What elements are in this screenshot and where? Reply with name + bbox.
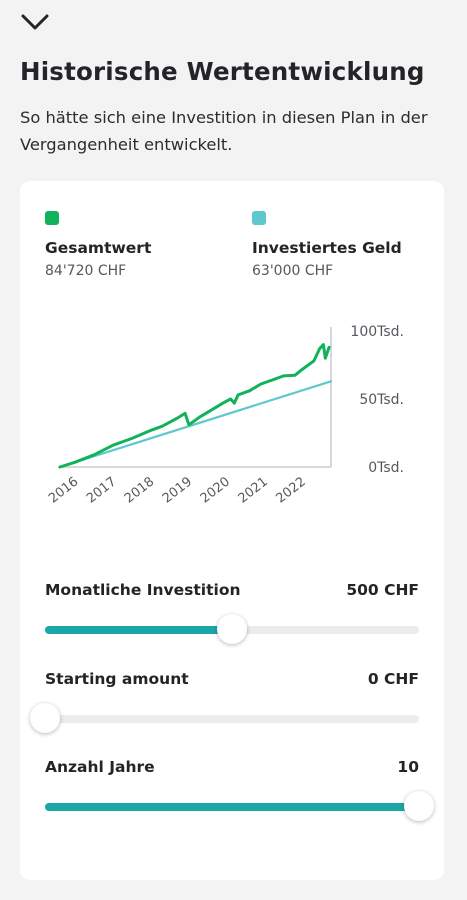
legend-swatch-invested bbox=[252, 211, 266, 225]
legend-label-invested: Investiertes Geld bbox=[252, 239, 402, 257]
performance-card: Gesamtwert 84'720 CHF Investiertes Geld … bbox=[20, 181, 444, 880]
chevron-down-icon[interactable] bbox=[20, 10, 50, 32]
x-tick-label: 2022 bbox=[274, 474, 309, 506]
y-tick-label: 100Tsd. bbox=[350, 324, 404, 340]
slider-track[interactable] bbox=[30, 703, 419, 733]
slider-value: 0 CHF bbox=[367, 670, 419, 688]
x-tick-label: 2018 bbox=[122, 474, 157, 506]
slider-value: 10 bbox=[397, 758, 419, 776]
page-title: Historische Wertentwicklung bbox=[20, 57, 425, 86]
legend-invested: Investiertes Geld 63'000 CHF bbox=[252, 211, 402, 279]
page-subtitle: So hätte sich eine Investition in diesen… bbox=[20, 108, 428, 154]
slider-years: Anzahl Jahre 10 bbox=[45, 756, 434, 821]
slider-label: Monatliche Investition bbox=[45, 581, 241, 599]
x-tick-label: 2017 bbox=[84, 474, 119, 506]
slider-track[interactable] bbox=[45, 614, 419, 644]
slider-thumb[interactable] bbox=[30, 703, 60, 733]
y-tick-label: 50Tsd. bbox=[359, 392, 404, 408]
x-tick-label: 2021 bbox=[236, 474, 271, 506]
series-line-total-value bbox=[58, 343, 331, 469]
legend-swatch-total bbox=[45, 211, 59, 225]
y-tick-label: 0Tsd. bbox=[368, 460, 404, 476]
x-tick-label: 2020 bbox=[198, 474, 233, 506]
slider-fill bbox=[45, 626, 232, 634]
slider-value: 500 CHF bbox=[346, 581, 419, 599]
legend-value-invested: 63'000 CHF bbox=[252, 263, 334, 279]
x-tick-label: 2019 bbox=[160, 474, 195, 506]
slider-fill bbox=[45, 803, 419, 811]
slider-label: Anzahl Jahre bbox=[45, 758, 155, 776]
slider-track[interactable] bbox=[45, 791, 434, 821]
series-line-invested bbox=[58, 380, 333, 469]
legend-total: Gesamtwert 84'720 CHF bbox=[45, 211, 151, 279]
legend-label-total: Gesamtwert bbox=[45, 239, 152, 257]
legend-value-total: 84'720 CHF bbox=[45, 263, 127, 279]
slider-label: Starting amount bbox=[45, 670, 189, 688]
performance-chart: 0Tsd.50Tsd.100Tsd.2016 2017 2018 2019 2020 20… bbox=[46, 324, 404, 507]
slider-thumb[interactable] bbox=[217, 614, 247, 644]
slider-monthly-investment: Monatliche Investition 500 CHF bbox=[45, 579, 419, 644]
x-tick-label: 2016 bbox=[46, 474, 81, 506]
slider-thumb[interactable] bbox=[404, 791, 434, 821]
slider-starting-amount: Starting amount 0 CHF bbox=[30, 668, 419, 733]
